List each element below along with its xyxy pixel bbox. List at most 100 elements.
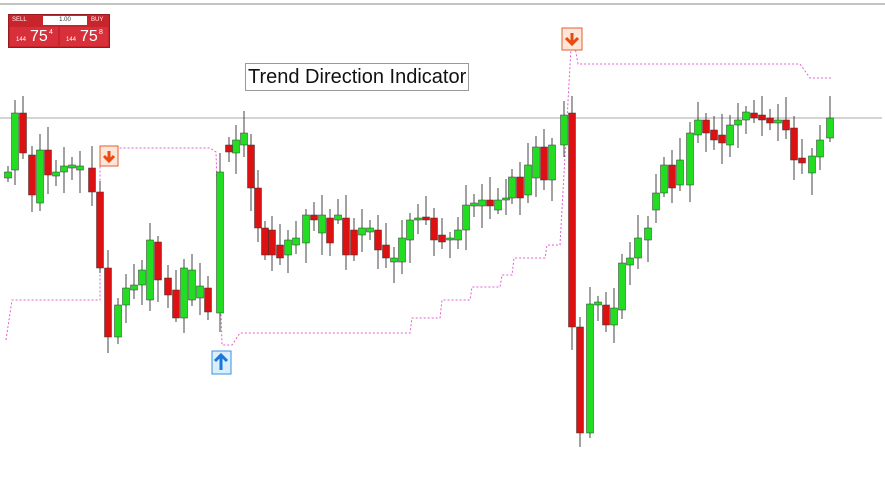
candle: [374, 229, 382, 251]
sell-price[interactable]: 144 75 4: [10, 27, 58, 46]
candle: [694, 119, 702, 136]
buy-arrow: [211, 350, 232, 375]
candle: [782, 119, 790, 131]
candle: [478, 199, 486, 207]
candle: [164, 277, 172, 296]
candle: [422, 216, 430, 221]
candle: [310, 214, 318, 221]
candle: [358, 227, 366, 236]
buy-price[interactable]: 144 75 8: [60, 27, 108, 46]
candle: [366, 227, 374, 233]
candle: [586, 303, 594, 434]
candle: [334, 214, 342, 221]
candle: [470, 202, 478, 207]
candle: [634, 237, 642, 259]
candle: [438, 234, 446, 243]
candle: [60, 165, 68, 173]
candle: [268, 229, 276, 256]
candle: [660, 164, 668, 194]
candle: [486, 199, 494, 207]
candle: [540, 146, 548, 181]
candle: [232, 139, 240, 154]
candle: [154, 241, 162, 281]
candle: [548, 144, 556, 181]
candle: [68, 164, 76, 169]
chart-title: Trend Direction Indicator: [245, 63, 470, 91]
candle: [19, 112, 27, 154]
candle: [576, 326, 584, 434]
candle: [138, 269, 146, 286]
candle: [668, 164, 676, 189]
price-pip: 4: [49, 29, 53, 36]
candle: [454, 229, 462, 241]
candle: [96, 191, 104, 269]
candle: [532, 146, 540, 179]
candle: [568, 112, 576, 328]
candle: [652, 192, 660, 211]
candle: [240, 132, 248, 146]
candle: [188, 269, 196, 301]
candle: [750, 112, 758, 119]
candle: [122, 287, 130, 306]
candles: [4, 96, 834, 447]
candle: [710, 129, 718, 141]
candle: [88, 167, 96, 193]
candle: [204, 287, 212, 313]
candle: [342, 217, 350, 256]
candle: [261, 227, 269, 256]
candle: [180, 267, 188, 319]
candle: [594, 301, 602, 306]
candle: [196, 285, 204, 299]
candle: [508, 176, 516, 199]
candle: [718, 134, 726, 144]
candle: [686, 132, 694, 186]
candle: [414, 217, 422, 221]
price-main: 75: [30, 28, 48, 45]
candle: [76, 165, 84, 171]
candle: [774, 119, 782, 124]
candle: [758, 114, 766, 121]
candle: [318, 214, 326, 234]
trade-panel: SELL 1.00 BUY 144 75 4 144 75 8: [8, 14, 110, 48]
candle: [560, 114, 568, 146]
candle: [216, 171, 224, 314]
candle: [702, 119, 710, 134]
candle: [798, 157, 806, 164]
candle: [524, 164, 532, 196]
candle: [494, 199, 502, 211]
price-main: 75: [80, 28, 98, 45]
candle: [4, 171, 12, 179]
candle: [114, 304, 122, 338]
candle: [104, 267, 112, 338]
sell-button[interactable]: SELL: [12, 17, 27, 23]
candle: [618, 262, 626, 311]
candle: [742, 111, 750, 121]
candle: [172, 289, 180, 319]
candle: [36, 149, 44, 204]
candle: [826, 117, 834, 139]
trend-line: [5, 29, 832, 346]
candle: [225, 144, 233, 153]
candle: [516, 176, 524, 199]
candle: [44, 149, 52, 176]
candle: [390, 257, 398, 263]
lot-input[interactable]: 1.00: [43, 16, 87, 25]
candle: [676, 159, 684, 186]
candle: [382, 244, 390, 259]
price-prefix: 144: [66, 37, 77, 43]
candle: [146, 239, 154, 301]
candle: [28, 154, 36, 196]
candle: [284, 239, 292, 256]
buy-button[interactable]: BUY: [91, 17, 104, 23]
candle: [276, 244, 284, 259]
candle: [602, 304, 610, 326]
candle: [398, 237, 406, 263]
sell-arrow: [561, 27, 583, 51]
candle: [626, 257, 634, 266]
price-prefix: 144: [16, 37, 27, 43]
candle: [816, 139, 824, 158]
candle: [52, 171, 60, 177]
candle: [808, 155, 816, 174]
candle: [430, 217, 438, 241]
